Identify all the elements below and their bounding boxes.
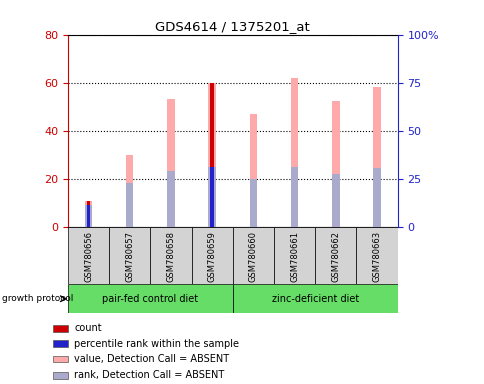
Bar [53, 356, 68, 362]
Text: GSM780658: GSM780658 [166, 231, 175, 282]
Bar [356, 227, 397, 284]
Bar [53, 372, 68, 379]
Text: count: count [74, 323, 102, 333]
Text: rank, Detection Call = ABSENT: rank, Detection Call = ABSENT [74, 370, 224, 380]
Bar [290, 167, 298, 227]
Bar [332, 101, 339, 227]
Bar [126, 155, 133, 227]
Bar [85, 205, 92, 227]
Text: GSM780656: GSM780656 [84, 231, 93, 282]
Bar [210, 83, 213, 227]
Bar [210, 167, 213, 227]
Text: zinc-deficient diet: zinc-deficient diet [271, 293, 358, 304]
Bar [87, 205, 90, 227]
Bar [53, 325, 68, 332]
Bar [332, 174, 339, 227]
Bar [290, 78, 298, 227]
Bar [232, 284, 397, 313]
Text: GSM780661: GSM780661 [289, 231, 299, 282]
Bar [208, 167, 215, 227]
Bar [167, 171, 174, 227]
Bar [85, 201, 92, 227]
Text: GSM780663: GSM780663 [372, 231, 381, 282]
Bar [53, 340, 68, 347]
Text: GSM780662: GSM780662 [331, 231, 340, 282]
Bar [232, 227, 273, 284]
Bar [126, 184, 133, 227]
Text: GSM780660: GSM780660 [248, 231, 257, 282]
Bar [249, 179, 257, 227]
Bar [150, 227, 191, 284]
Bar [87, 201, 90, 227]
Text: pair-fed control diet: pair-fed control diet [102, 293, 198, 304]
Bar [373, 168, 380, 227]
Bar [191, 227, 232, 284]
Bar [68, 227, 109, 284]
Text: growth protocol: growth protocol [2, 294, 74, 303]
Bar [208, 83, 215, 227]
Bar [68, 284, 232, 313]
Text: GSM780657: GSM780657 [125, 231, 134, 282]
Bar [167, 99, 174, 227]
Bar [315, 227, 356, 284]
Text: value, Detection Call = ABSENT: value, Detection Call = ABSENT [74, 354, 229, 364]
Text: GSM780659: GSM780659 [207, 231, 216, 282]
Title: GDS4614 / 1375201_at: GDS4614 / 1375201_at [155, 20, 310, 33]
Bar [249, 114, 257, 227]
Bar [109, 227, 150, 284]
Bar [373, 88, 380, 227]
Text: percentile rank within the sample: percentile rank within the sample [74, 339, 239, 349]
Bar [273, 227, 315, 284]
